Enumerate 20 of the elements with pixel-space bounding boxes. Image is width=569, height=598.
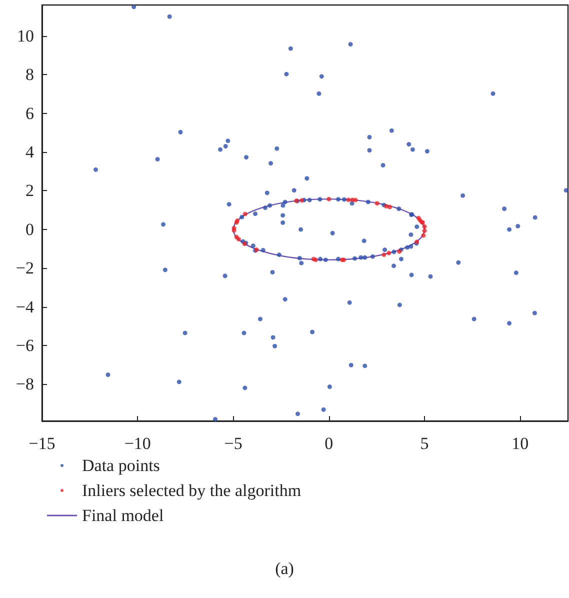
x-tick-label: 10: [512, 434, 529, 453]
text: (a): [275, 559, 294, 578]
y-tick-label: 10: [17, 26, 34, 46]
y-tick-label: 6: [26, 104, 34, 123]
x-tick-label: 0: [324, 434, 334, 453]
y-tick-label: 4: [26, 142, 34, 162]
x-tick-label: −5: [224, 434, 242, 453]
y-tick-label: 2: [26, 181, 34, 200]
x-tick-label: −15: [28, 434, 56, 453]
x-tick-label: 5: [420, 434, 429, 453]
legend-label: Inliers selected by the algorithm: [82, 481, 302, 500]
legend-label: Final model: [82, 506, 164, 525]
legend-label: Data points: [82, 456, 160, 475]
x-tick-label: −10: [124, 434, 151, 453]
y-tick-label: −4: [16, 297, 34, 316]
y-tick-label: −2: [16, 258, 34, 278]
y-tick-label: 0: [26, 220, 34, 239]
y-tick-label: 8: [26, 65, 34, 84]
y-tick-label: −8: [16, 374, 34, 394]
y-tick-label: −6: [16, 336, 34, 356]
